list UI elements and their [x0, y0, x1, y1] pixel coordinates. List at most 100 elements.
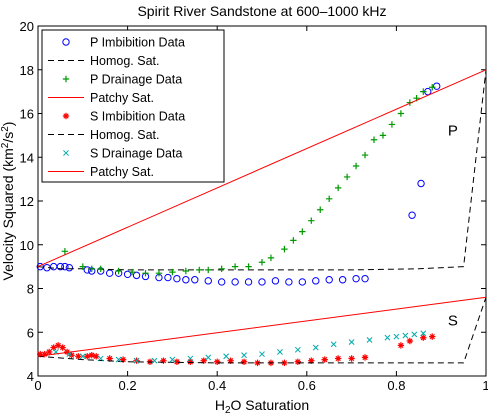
data-point [312, 344, 319, 351]
legend-swatch [62, 75, 70, 83]
x-axis-title-part: H [215, 397, 225, 413]
data-point [83, 266, 91, 274]
data-point [79, 263, 86, 270]
data-point [223, 353, 230, 360]
data-point [338, 276, 347, 284]
data-point [196, 266, 203, 274]
legend-label: Patchy Sat. [90, 91, 154, 105]
data-point [164, 273, 172, 282]
data-point [397, 342, 405, 349]
data-point [191, 276, 199, 284]
data-point [88, 265, 95, 273]
data-point [433, 82, 441, 90]
series-4 [37, 333, 436, 367]
data-point [88, 352, 95, 359]
legend-label: S Drainage Data [90, 147, 182, 161]
x-axis-title-sub: 2 [225, 405, 231, 415]
legend-label: P Imbibition Data [90, 36, 185, 50]
x-axis-title-rest: O Saturation [231, 397, 310, 413]
series-5 [37, 297, 487, 364]
data-point [343, 173, 351, 181]
series-3 [37, 69, 487, 268]
data-point [204, 277, 212, 285]
y-tick-label: 12 [20, 194, 34, 209]
data-point [182, 276, 190, 284]
y-axis-title-mid: /s [0, 132, 16, 143]
series-line [37, 69, 487, 271]
data-point [285, 278, 293, 286]
data-point [397, 110, 405, 117]
data-point [402, 332, 409, 339]
series-1 [37, 69, 487, 271]
series-2 [61, 84, 436, 277]
data-point [429, 84, 436, 91]
data-point [169, 268, 176, 276]
data-point [334, 184, 342, 192]
data-point [420, 88, 427, 95]
legend-label: P Drainage Data [90, 73, 182, 87]
annotation-label: P [448, 122, 458, 139]
legend-entry: Homog. Sat. [48, 54, 159, 68]
data-point [325, 276, 333, 284]
data-point [258, 278, 266, 286]
data-point [65, 264, 74, 272]
data-point [59, 344, 66, 351]
data-point [182, 267, 190, 275]
data-point [106, 355, 113, 362]
y-axis-title-part: Velocity Squared (km [0, 148, 16, 280]
y-tick-label: 14 [20, 150, 34, 165]
data-point [160, 357, 167, 364]
data-point [68, 352, 75, 359]
data-point [37, 350, 44, 358]
data-point [420, 330, 427, 337]
data-point [330, 341, 337, 348]
data-point [49, 262, 58, 271]
data-point [254, 359, 261, 367]
data-point [258, 259, 266, 266]
data-point [408, 211, 416, 219]
legend-entry: S Drainage Data [63, 147, 182, 161]
data-point [84, 353, 91, 360]
legend-entry: P Imbibition Data [62, 36, 185, 50]
y-tick-label: 10 [20, 238, 34, 253]
data-point [267, 254, 275, 262]
y-tick-label: 6 [27, 325, 34, 340]
data-point [271, 277, 280, 285]
data-point [231, 278, 239, 286]
data-point [240, 358, 248, 365]
data-point [281, 245, 288, 253]
data-point [326, 195, 333, 203]
data-point [105, 269, 114, 277]
data-point [79, 353, 86, 360]
legend-label: Homog. Sat. [90, 128, 159, 142]
y-axis-title-sup: 2 [0, 126, 11, 132]
data-point [361, 151, 369, 159]
data-point [299, 228, 306, 235]
data-point [132, 271, 141, 280]
data-point [54, 342, 62, 349]
annotation-label: S [448, 313, 458, 330]
data-point [97, 265, 104, 273]
data-point [352, 162, 360, 170]
data-point [214, 358, 221, 365]
data-point [384, 334, 391, 341]
data-point [244, 278, 253, 286]
data-point [245, 263, 252, 270]
data-point [173, 274, 181, 283]
data-point [406, 337, 414, 345]
y-axis-title-sup: 2 [0, 142, 11, 148]
data-point [217, 278, 226, 286]
data-point [227, 357, 234, 364]
data-point [41, 350, 48, 358]
legend-swatch [63, 150, 69, 156]
data-point [50, 344, 57, 351]
series-line [37, 297, 487, 364]
data-point [56, 262, 65, 271]
y-axis-ticks: 4 6 8 10 12 14 16 18 20 [20, 19, 486, 384]
data-point [93, 353, 100, 360]
data-point [231, 263, 239, 270]
data-point [298, 278, 307, 286]
y-tick-label: 4 [27, 369, 34, 384]
data-point [155, 269, 163, 277]
data-point [173, 358, 181, 365]
